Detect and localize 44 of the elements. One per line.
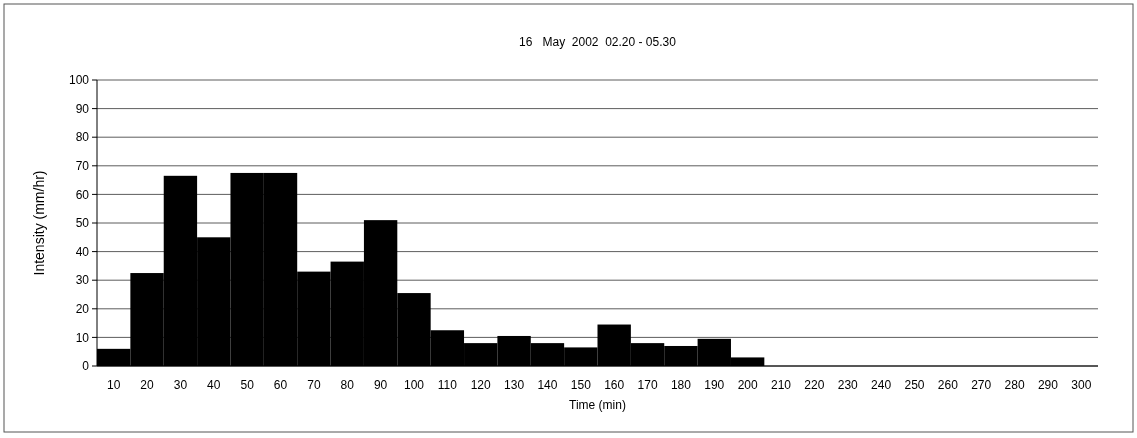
x-tick-label: 260 <box>937 378 959 392</box>
y-tick-label: 80 <box>75 130 90 145</box>
x-tick-label: 50 <box>240 378 255 392</box>
x-tick-label: 80 <box>340 378 355 392</box>
x-tick-label: 230 <box>837 378 859 392</box>
x-tick-label: 130 <box>504 378 525 392</box>
x-tick-label: 210 <box>771 378 792 392</box>
x-tick-label: 290 <box>1037 378 1059 392</box>
y-tick-label: 20 <box>75 302 90 316</box>
y-tick-label: 70 <box>75 159 90 173</box>
x-tick-label: 20 <box>140 378 155 392</box>
y-tick-label: 90 <box>75 101 90 116</box>
y-tick-label: 10 <box>75 330 90 345</box>
x-tick-label: 110 <box>437 378 458 392</box>
x-tick-label: 70 <box>307 378 321 392</box>
x-axis-title: Time (min) <box>569 398 626 412</box>
y-tick-label: 30 <box>75 273 90 288</box>
x-tick-label: 140 <box>537 378 558 392</box>
x-tick-label: 220 <box>804 378 825 392</box>
x-tick-label: 300 <box>1071 378 1092 392</box>
x-tick-label: 100 <box>403 378 425 392</box>
y-tick-label: 60 <box>75 187 90 202</box>
x-tick-label: 270 <box>971 378 992 392</box>
x-tick-label: 250 <box>904 378 925 392</box>
x-tick-label: 120 <box>470 378 492 392</box>
chart-title: 16 May 2002 02.20 - 05.30 <box>519 35 677 49</box>
x-tick-label: 170 <box>637 378 658 392</box>
y-tick-label: 0 <box>82 359 90 374</box>
y-tick-label: 100 <box>68 73 90 88</box>
x-tick-label: 30 <box>173 378 188 392</box>
y-tick-label: 40 <box>75 244 90 259</box>
x-tick-label: 10 <box>107 378 121 392</box>
x-tick-label: 160 <box>604 378 625 392</box>
x-tick-label: 90 <box>373 378 388 392</box>
x-tick-label: 190 <box>704 378 725 392</box>
x-tick-label: 200 <box>737 378 758 392</box>
x-tick-label: 40 <box>207 378 221 392</box>
x-tick-label: 150 <box>570 378 592 392</box>
y-tick-label: 50 <box>75 216 90 231</box>
x-tick-label: 60 <box>273 378 288 392</box>
x-tick-label: 180 <box>670 378 692 392</box>
x-tick-label: 240 <box>871 378 892 392</box>
y-axis-title: Intensity (mm/hr) <box>31 170 47 276</box>
x-tick-label: 280 <box>1004 378 1025 392</box>
